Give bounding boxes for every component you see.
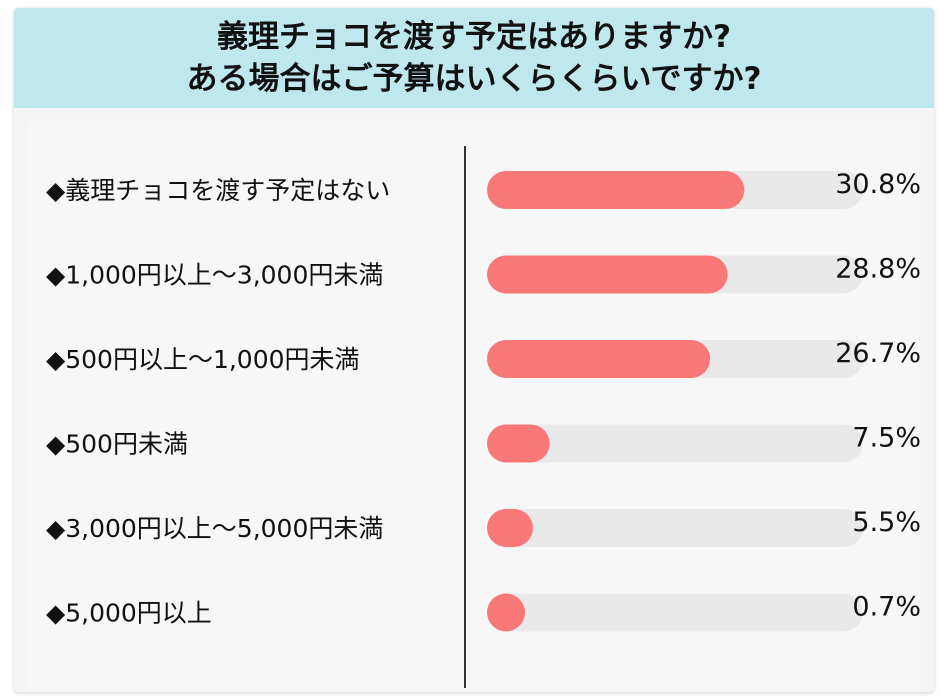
value-label: 26.7% xyxy=(835,338,921,369)
category-label: ◆500円以上〜1,000円未満 xyxy=(46,345,360,374)
category-label: ◆1,000円以上〜3,000円未満 xyxy=(46,261,383,290)
category-label: ◆3,000円以上〜5,000円未満 xyxy=(46,514,383,543)
bar xyxy=(487,171,745,209)
bar xyxy=(487,424,550,463)
value-label: 28.8% xyxy=(835,254,921,285)
bar-track xyxy=(487,424,863,463)
bar-track xyxy=(487,593,863,632)
bar xyxy=(487,593,525,632)
category-label: ◆5,000円以上 xyxy=(46,599,212,628)
value-label: 30.8% xyxy=(835,169,921,200)
bar xyxy=(487,340,711,378)
value-label: 0.7% xyxy=(852,592,921,623)
value-label: 7.5% xyxy=(852,423,921,454)
category-label: ◆500円未満 xyxy=(46,430,188,459)
bar-chart: ◆義理チョコを渡す予定はない 30.8% ◆1,000円以上〜3,000円未満 28.… xyxy=(46,146,921,688)
bar xyxy=(487,509,533,547)
category-label: ◆義理チョコを渡す予定はない xyxy=(46,176,390,205)
bar-track xyxy=(487,509,863,547)
chart-title-line-2: ある場合はご予算はいくらくらいですか? xyxy=(186,61,762,97)
chart-title-line-1: 義理チョコを渡す予定はありますか? xyxy=(217,19,731,55)
value-label: 5.5% xyxy=(852,507,921,538)
chart-header: 義理チョコを渡す予定はありますか? ある場合はご予算はいくらくらいですか? xyxy=(14,8,934,108)
bar xyxy=(487,255,728,294)
chart-card: 義理チョコを渡す予定はありますか? ある場合はご予算はいくらくらいですか? ◆義… xyxy=(14,8,934,692)
plot-area: ◆義理チョコを渡す予定はない 30.8% ◆1,000円以上〜3,000円未満 28.… xyxy=(28,122,921,692)
